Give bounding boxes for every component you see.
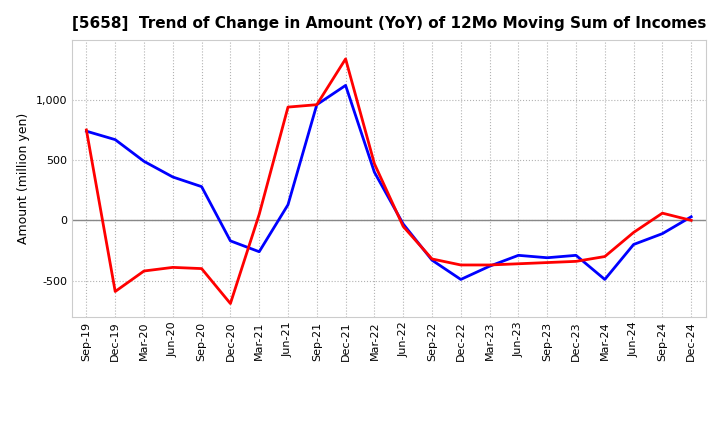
Net Income: [284, 104, 292, 110]
Ordinary Income: [428, 257, 436, 263]
Ordinary Income: [111, 137, 120, 142]
Title: [5658]  Trend of Change in Amount (YoY) of 12Mo Moving Sum of Incomes: [5658] Trend of Change in Amount (YoY) o…: [71, 16, 706, 32]
Net Income: [600, 254, 609, 259]
Ordinary Income: [600, 277, 609, 282]
Ordinary Income: [514, 253, 523, 258]
Ordinary Income: [284, 202, 292, 207]
Ordinary Income: [629, 242, 638, 247]
Ordinary Income: [658, 231, 667, 236]
Net Income: [572, 259, 580, 264]
Ordinary Income: [341, 83, 350, 88]
Net Income: [370, 161, 379, 166]
Ordinary Income: [572, 253, 580, 258]
Net Income: [341, 56, 350, 62]
Net Income: [485, 262, 494, 268]
Net Income: [399, 224, 408, 229]
Ordinary Income: [226, 238, 235, 243]
Net Income: [514, 261, 523, 266]
Ordinary Income: [255, 249, 264, 254]
Line: Net Income: Net Income: [86, 59, 691, 304]
Line: Ordinary Income: Ordinary Income: [86, 85, 691, 279]
Net Income: [428, 257, 436, 262]
Ordinary Income: [168, 174, 177, 180]
Net Income: [82, 127, 91, 132]
Net Income: [687, 218, 696, 223]
Ordinary Income: [687, 214, 696, 220]
Net Income: [255, 212, 264, 217]
Ordinary Income: [485, 264, 494, 269]
Net Income: [312, 102, 321, 107]
Net Income: [543, 260, 552, 265]
Ordinary Income: [82, 128, 91, 134]
Ordinary Income: [312, 102, 321, 107]
Net Income: [140, 268, 148, 274]
Ordinary Income: [197, 184, 206, 189]
Ordinary Income: [140, 159, 148, 164]
Net Income: [658, 210, 667, 216]
Ordinary Income: [543, 255, 552, 260]
Net Income: [197, 266, 206, 271]
Net Income: [226, 301, 235, 306]
Ordinary Income: [399, 221, 408, 227]
Ordinary Income: [370, 169, 379, 175]
Net Income: [629, 230, 638, 235]
Y-axis label: Amount (million yen): Amount (million yen): [17, 113, 30, 244]
Ordinary Income: [456, 277, 465, 282]
Net Income: [168, 265, 177, 270]
Net Income: [111, 289, 120, 294]
Net Income: [456, 262, 465, 268]
